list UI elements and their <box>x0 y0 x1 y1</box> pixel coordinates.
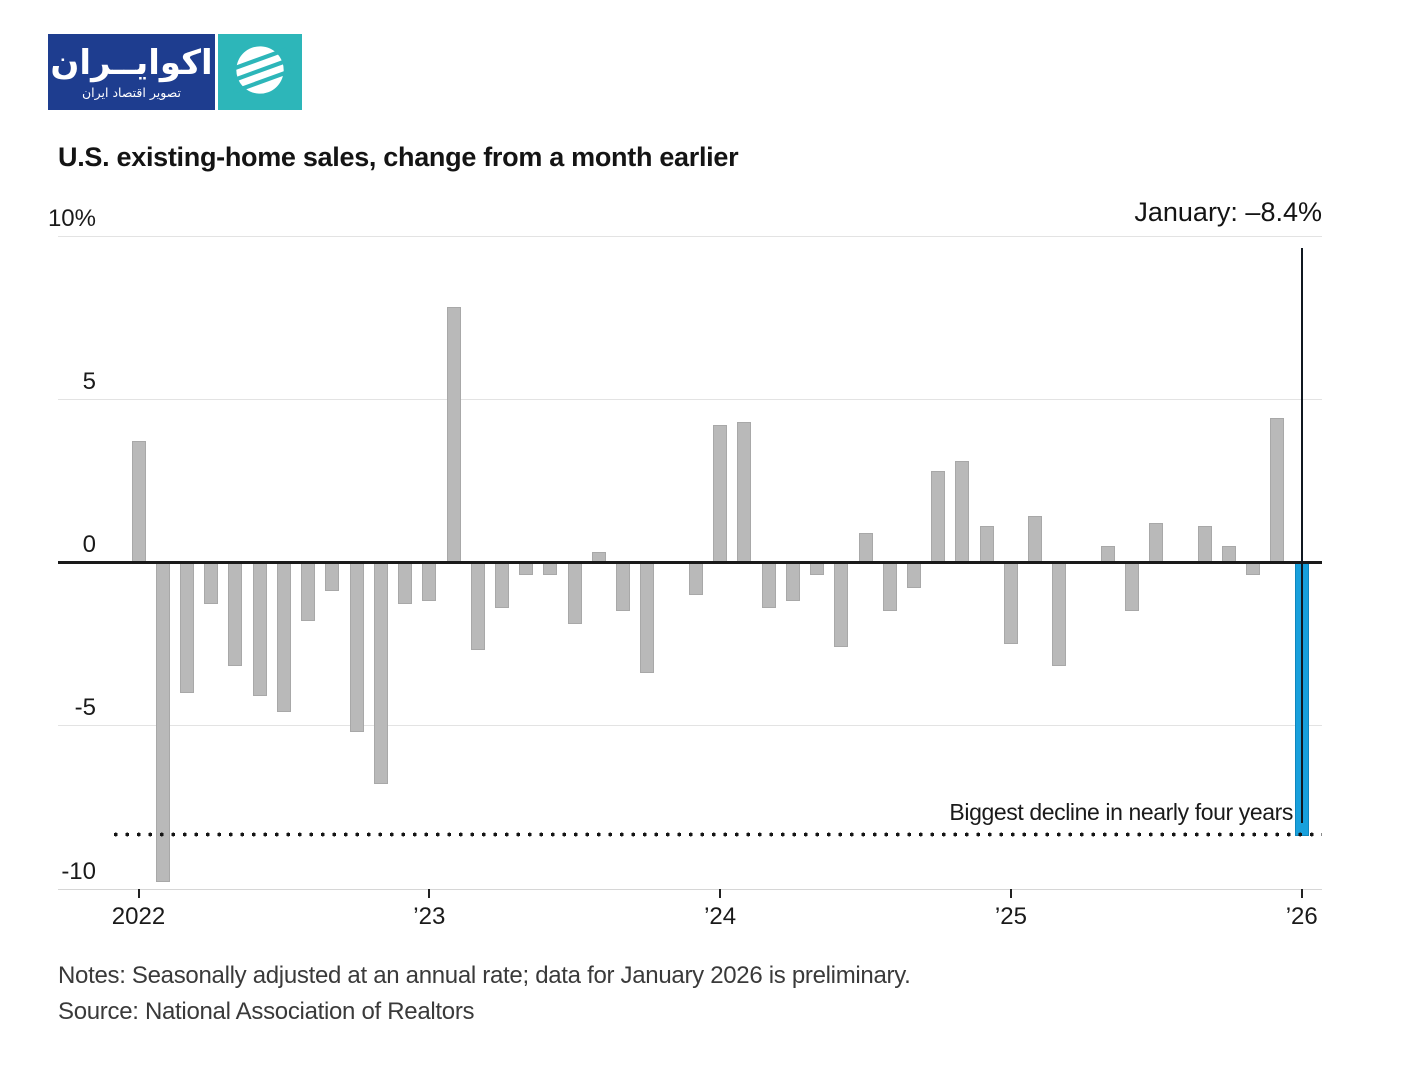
bar-Jul-2024 <box>858 532 873 562</box>
bar-Jul-2022 <box>276 562 291 713</box>
bar-Feb-2024 <box>737 421 752 562</box>
bar-Mar-2023 <box>470 562 485 651</box>
bar-Jan-2023 <box>422 562 437 602</box>
x-axis-tick-26 <box>1300 889 1303 898</box>
gridline--5 <box>58 725 1322 727</box>
bar-Dec-2023 <box>688 562 703 595</box>
logo-emblem-panel <box>218 34 302 110</box>
gridline--10 <box>58 888 1322 890</box>
bar-Mar-2025 <box>1052 562 1067 667</box>
x-axis-tick-25 <box>1009 889 1012 898</box>
bar-Oct-2023 <box>640 562 655 673</box>
bar-Aug-2024 <box>882 562 897 611</box>
callout-line <box>1300 248 1303 824</box>
bar-Apr-2024 <box>785 562 800 602</box>
bar-Nov-2022 <box>373 562 388 785</box>
bar-Jun-2025 <box>1125 562 1140 611</box>
bar-Apr-2022 <box>204 562 219 605</box>
logo-navy-panel: اکوایــران تصویر اقتصاد ایران <box>48 34 215 110</box>
chart-title: U.S. existing-home sales, change from a … <box>58 142 739 172</box>
bar-Sep-2023 <box>616 562 631 611</box>
bar-May-2024 <box>810 562 825 576</box>
logo-divider <box>215 34 218 110</box>
y-axis-label-5: 5 <box>82 367 96 395</box>
bar-Sep-2024 <box>906 562 921 589</box>
y-axis-label-0: 0 <box>82 531 96 558</box>
bar-Sep-2022 <box>325 562 340 592</box>
gridline-10 <box>58 235 1322 237</box>
y-axis-label--5: -5 <box>74 694 96 722</box>
x-axis-label-26: ’26 <box>1285 902 1318 930</box>
bar-Jul-2023 <box>567 562 582 625</box>
zero-axis-line <box>58 560 1322 564</box>
ecoiran-swoosh-icon <box>225 38 295 107</box>
bar-Mar-2022 <box>179 562 194 693</box>
bar-Oct-2022 <box>349 562 364 732</box>
bar-Jul-2025 <box>1149 522 1164 562</box>
bar-May-2023 <box>519 562 534 576</box>
bar-Nov-2025 <box>1246 562 1261 576</box>
bar-Jun-2022 <box>252 562 267 696</box>
reference-line-label: Biggest decline in nearly four years <box>949 799 1293 825</box>
x-axis-tick-24 <box>719 889 722 898</box>
bar-Nov-2024 <box>955 460 970 562</box>
bar-May-2022 <box>228 562 243 667</box>
x-axis-label-23: ’23 <box>413 902 446 930</box>
y-axis-label--10: -10 <box>61 857 96 885</box>
bar-Dec-2022 <box>398 562 413 605</box>
bar-Sep-2025 <box>1197 526 1212 562</box>
x-axis-label-2022: 2022 <box>111 902 166 930</box>
chart-source: Source: National Association of Realtors <box>58 998 475 1025</box>
bar-Aug-2022 <box>301 562 316 621</box>
bar-Dec-2024 <box>979 526 994 562</box>
x-axis-label-24: ’24 <box>704 902 737 930</box>
bar-Dec-2025 <box>1270 418 1285 562</box>
bar-Feb-2025 <box>1028 516 1043 562</box>
logo-tagline-text: تصویر اقتصاد ایران <box>81 84 182 100</box>
bar-Jan-2025 <box>1003 562 1018 644</box>
x-axis-label-25: ’25 <box>994 902 1027 930</box>
bar-Apr-2023 <box>495 562 509 608</box>
bar-Jan-2022 <box>131 441 146 562</box>
chart-notes: Notes: Seasonally adjusted at an annual … <box>58 962 911 989</box>
x-axis-tick-23 <box>428 889 431 898</box>
y-axis-label-10: 10% <box>47 204 96 232</box>
bar-Mar-2024 <box>761 562 776 608</box>
ecoiran-logo: اکوایــران تصویر اقتصاد ایران <box>48 34 302 110</box>
bar-Feb-2023 <box>446 307 461 562</box>
gridline-5 <box>58 398 1322 400</box>
logo-brand-text: اکوایــران <box>50 42 213 83</box>
bar-Jun-2023 <box>543 562 558 576</box>
bar-Jun-2024 <box>834 562 849 647</box>
highlight-value-label: January: –8.4% <box>1134 197 1322 227</box>
reference-dotted-line <box>110 831 1322 837</box>
bar-Oct-2024 <box>931 470 946 562</box>
bar-Jan-2024 <box>713 424 728 562</box>
x-axis-tick-2022 <box>137 889 140 898</box>
